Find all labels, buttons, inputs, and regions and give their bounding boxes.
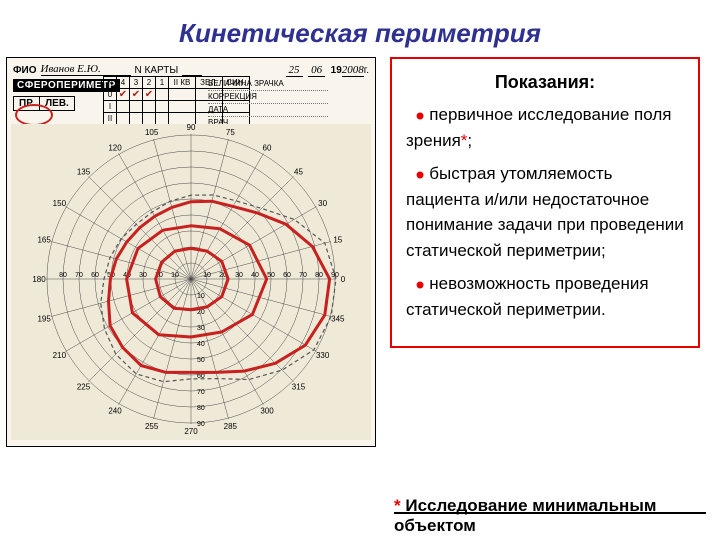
svg-text:180: 180 (32, 275, 46, 284)
page-title: Кинетическая периметрия (0, 18, 720, 49)
eye-selector: ПР. ЛЕВ. (13, 96, 75, 111)
ncard-label: N КАРТЫ (135, 65, 179, 76)
svg-text:80: 80 (59, 272, 67, 279)
svg-text:135: 135 (77, 168, 91, 177)
date-day: 25 (286, 64, 303, 77)
svg-text:60: 60 (283, 272, 291, 279)
svg-text:40: 40 (197, 341, 205, 348)
svg-text:30: 30 (139, 272, 147, 279)
svg-text:50: 50 (267, 272, 275, 279)
indications-header: Показания: (406, 69, 684, 96)
date-month: 06 (308, 64, 325, 77)
date-prefix: 19 (331, 65, 342, 76)
svg-text:80: 80 (197, 405, 205, 412)
footnote-star: * (394, 496, 401, 515)
indication-item: • первичное исследование поля зрения*; (406, 102, 684, 153)
svg-text:330: 330 (316, 351, 330, 360)
fio-label: ФИО (13, 65, 37, 76)
svg-text:240: 240 (108, 407, 122, 416)
svg-text:255: 255 (145, 422, 159, 431)
svg-text:30: 30 (235, 272, 243, 279)
svg-text:15: 15 (333, 236, 342, 245)
fio-value: Иванов Е.Ю. (41, 63, 131, 76)
footnote: * Исследование минимальным объектом (394, 496, 720, 536)
svg-text:70: 70 (75, 272, 83, 279)
svg-text:50: 50 (197, 357, 205, 364)
svg-text:10: 10 (197, 293, 205, 300)
indication-item: • невозможность проведения статической п… (406, 271, 684, 322)
svg-text:300: 300 (260, 407, 274, 416)
svg-text:60: 60 (263, 143, 272, 152)
svg-text:345: 345 (331, 314, 345, 323)
svg-text:10: 10 (171, 272, 179, 279)
indications-box: Показания: • первичное исследование поля… (390, 57, 700, 348)
svg-text:60: 60 (91, 272, 99, 279)
svg-text:30: 30 (197, 325, 205, 332)
svg-text:80: 80 (315, 272, 323, 279)
svg-text:90: 90 (197, 421, 205, 428)
svg-text:10: 10 (203, 272, 211, 279)
perimetry-card: ФИО Иванов Е.Ю. N КАРТЫ 25 06 192008г. С… (6, 57, 376, 447)
svg-text:20: 20 (197, 309, 205, 316)
date-year: 2008 (342, 64, 364, 77)
footnote-text: Исследование минимальным объектом (394, 496, 656, 535)
svg-text:70: 70 (197, 389, 205, 396)
svg-text:270: 270 (184, 427, 198, 436)
svg-text:195: 195 (37, 314, 51, 323)
indication-item: • быстрая утомляемость пациента и/или не… (406, 161, 684, 263)
form-area: ФИО Иванов Е.Ю. N КАРТЫ 25 06 192008г. С… (13, 62, 369, 111)
main-row: ФИО Иванов Е.Ю. N КАРТЫ 25 06 192008г. С… (0, 49, 720, 447)
side-labels: ВЕЛИЧИНА ЗРАЧКАКОРРЕКЦИЯДАТАВРАЧ (208, 78, 328, 130)
svg-text:90: 90 (187, 124, 196, 132)
eye-right: ПР. (14, 97, 40, 110)
svg-text:105: 105 (145, 128, 159, 137)
date-suffix: г. (364, 65, 369, 76)
svg-text:70: 70 (299, 272, 307, 279)
svg-text:45: 45 (294, 168, 303, 177)
svg-text:75: 75 (226, 128, 235, 137)
svg-text:165: 165 (37, 236, 51, 245)
svg-text:40: 40 (251, 272, 259, 279)
svg-text:315: 315 (292, 382, 306, 391)
svg-text:120: 120 (108, 143, 122, 152)
polar-chart: 8070605040302010102030405060708090102030… (11, 124, 371, 440)
eye-left: ЛЕВ. (40, 97, 74, 110)
svg-text:225: 225 (77, 382, 91, 391)
svg-text:285: 285 (224, 422, 238, 431)
indications-list: • первичное исследование поля зрения*; •… (406, 102, 684, 322)
svg-text:210: 210 (53, 351, 67, 360)
svg-text:30: 30 (318, 199, 327, 208)
svg-text:0: 0 (341, 275, 346, 284)
svg-text:150: 150 (53, 199, 67, 208)
